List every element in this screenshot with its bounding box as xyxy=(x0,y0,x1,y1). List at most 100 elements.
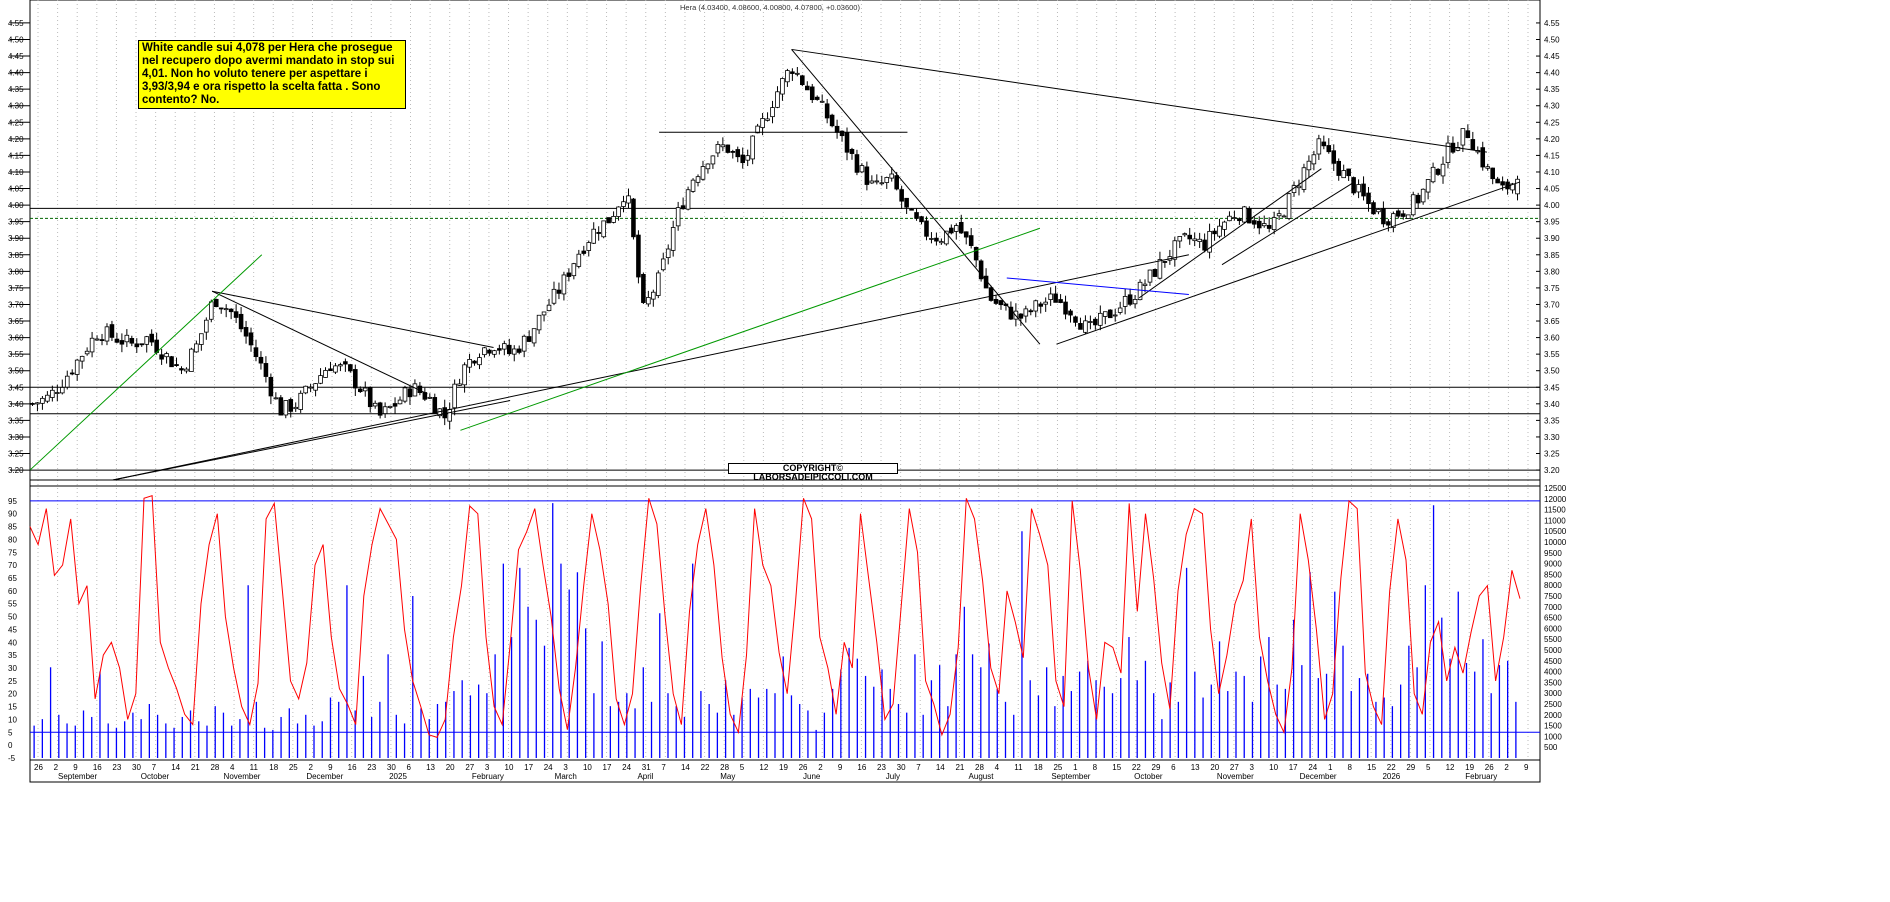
candle-body xyxy=(973,246,979,261)
ticker-header: Hera (4.03400, 4.08600, 4.00800, 4.07800… xyxy=(680,3,860,12)
candle-body xyxy=(899,189,904,202)
x-day-tick: 6 xyxy=(1171,763,1176,772)
candle-body xyxy=(318,375,323,384)
x-month-label: February xyxy=(472,772,504,781)
x-day-tick: 5 xyxy=(1426,763,1431,772)
candle-body xyxy=(50,389,55,398)
volume-y-tick: 12500 xyxy=(1544,484,1567,493)
x-day-tick: 22 xyxy=(1387,763,1396,772)
candle-body xyxy=(1301,167,1307,190)
price-y-tick-left: 3.45 xyxy=(8,383,24,392)
candle-body xyxy=(407,388,413,398)
x-day-tick: 21 xyxy=(955,763,964,772)
candle-body xyxy=(263,363,269,377)
candle-body xyxy=(1147,269,1153,283)
candle-body xyxy=(516,348,522,353)
candle-body xyxy=(1495,178,1500,184)
candle-body xyxy=(521,335,527,352)
candle-body xyxy=(914,212,919,219)
candle-body xyxy=(194,343,199,353)
x-day-tick: 5 xyxy=(740,763,745,772)
candle-body xyxy=(1102,311,1108,317)
candle-body xyxy=(1058,299,1063,303)
candle-body xyxy=(462,364,467,386)
x-day-tick: 2 xyxy=(1504,763,1509,772)
x-day-tick: 15 xyxy=(1367,763,1376,772)
candle-body xyxy=(328,368,333,372)
candle-body xyxy=(934,237,939,242)
candle-body xyxy=(1048,293,1053,300)
candle-body xyxy=(680,205,686,210)
candle-body xyxy=(452,383,457,409)
candle-body xyxy=(854,154,860,173)
candle-body xyxy=(159,354,164,360)
x-day-tick: 30 xyxy=(132,763,141,772)
candle-body xyxy=(591,228,597,244)
osc-y-tick: 90 xyxy=(8,510,17,519)
x-month-label: October xyxy=(1134,772,1163,781)
x-month-label: September xyxy=(1051,772,1090,781)
candle-body xyxy=(665,248,671,259)
candle-body xyxy=(303,385,308,394)
candle-body xyxy=(844,132,850,153)
candle-body xyxy=(323,370,328,378)
price-y-tick: 4.05 xyxy=(1544,185,1560,194)
candle-body xyxy=(1415,194,1421,204)
candle-body xyxy=(690,179,696,192)
x-day-tick: 19 xyxy=(779,763,788,772)
candle-body xyxy=(958,221,964,234)
candle-body xyxy=(59,387,65,394)
candle-body xyxy=(601,220,606,238)
x-day-tick: 1 xyxy=(1328,763,1333,772)
candle-body xyxy=(909,208,914,211)
volume-y-tick: 6000 xyxy=(1544,624,1562,633)
price-y-tick-left: 3.70 xyxy=(8,300,24,309)
candle-body xyxy=(1088,321,1093,323)
trendline xyxy=(1138,168,1322,299)
candle-body xyxy=(497,348,502,351)
x-day-tick: 18 xyxy=(269,763,278,772)
candle-body xyxy=(84,350,90,355)
candle-body xyxy=(1361,183,1366,197)
price-y-tick-left: 3.85 xyxy=(8,251,24,260)
candle-body xyxy=(30,403,35,405)
candle-body xyxy=(660,258,666,271)
candle-body xyxy=(1112,314,1118,317)
candle-body xyxy=(487,349,492,354)
candle-body xyxy=(1142,283,1148,286)
candle-body xyxy=(273,397,279,400)
candle-body xyxy=(238,313,244,330)
x-day-tick: 19 xyxy=(1465,763,1474,772)
x-day-tick: 12 xyxy=(759,763,768,772)
candle-body xyxy=(387,405,393,408)
x-day-tick: 9 xyxy=(328,763,333,772)
candle-body xyxy=(814,96,820,100)
candle-body xyxy=(1400,213,1406,217)
candle-body xyxy=(556,289,562,294)
trendline xyxy=(112,254,1189,481)
price-y-tick-left: 3.75 xyxy=(8,284,24,293)
price-y-tick-left: 3.25 xyxy=(8,450,24,459)
price-y-tick-left: 3.90 xyxy=(8,234,24,243)
price-y-tick-left: 3.35 xyxy=(8,416,24,425)
candle-body xyxy=(869,180,875,184)
price-y-tick-left: 4.45 xyxy=(8,52,24,61)
volume-y-tick: 4000 xyxy=(1544,668,1562,677)
candle-body xyxy=(621,201,626,207)
candle-body xyxy=(64,375,70,388)
x-day-tick: 31 xyxy=(642,763,651,772)
candle-body xyxy=(1212,230,1217,235)
x-day-tick: 16 xyxy=(857,763,866,772)
candle-body xyxy=(919,216,924,223)
candle-body xyxy=(45,394,50,402)
candle-body xyxy=(1078,323,1083,330)
x-day-tick: 17 xyxy=(1289,763,1298,772)
osc-y-tick: 5 xyxy=(8,728,13,737)
osc-y-tick: -5 xyxy=(8,754,16,763)
x-day-tick: 10 xyxy=(505,763,514,772)
x-month-label: May xyxy=(720,772,735,781)
x-day-tick: 8 xyxy=(1093,763,1098,772)
candle-body xyxy=(725,144,731,153)
osc-y-tick: 40 xyxy=(8,638,17,647)
candle-body xyxy=(536,314,542,331)
